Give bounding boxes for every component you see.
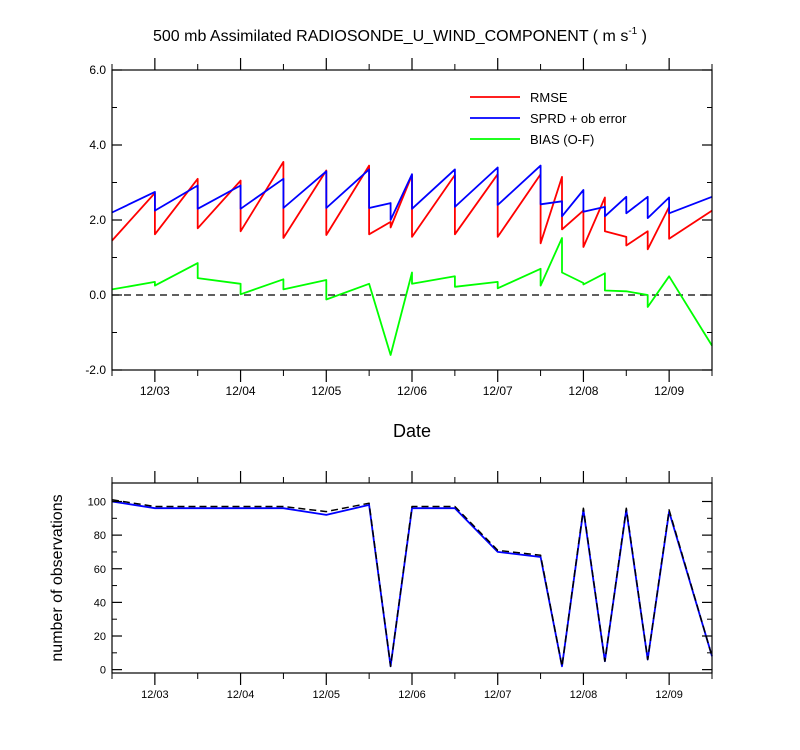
series-line-observations-used <box>111 500 713 668</box>
top-plot-frame <box>111 69 713 371</box>
bottom-series-group <box>111 499 713 668</box>
x-tick-label: 12/06 <box>398 689 426 701</box>
y-tick-label: 6.0 <box>89 63 106 77</box>
x-tick-label: 12/09 <box>654 384 684 398</box>
legend-label: SPRD + ob error <box>530 111 627 126</box>
x-tick-label: 12/06 <box>397 384 427 398</box>
y-tick-label: 60 <box>94 564 106 576</box>
legend-label: RMSE <box>530 90 568 105</box>
x-tick-label: 12/03 <box>140 384 170 398</box>
bottom-plot-frame <box>111 482 713 674</box>
y-tick-label: 2.0 <box>89 213 106 227</box>
bottom-plot-panel: 0 20 40 60 80 100 12/03 12/04 12/05 12/06 12/07 12/… <box>88 471 713 701</box>
x-tick-label: 12/08 <box>568 384 598 398</box>
x-tick-label: 12/07 <box>484 689 512 701</box>
chart-legend: RMSE SPRD + ob error BIAS (O-F) <box>470 90 627 147</box>
x-tick-label: 12/03 <box>141 689 169 701</box>
bottom-axis-ticks: 0 20 40 60 80 100 12/03 12/04 12/05 12/06 12/07 12/… <box>88 471 713 701</box>
x-tick-label: 12/08 <box>570 689 598 701</box>
chart-title: 500 mb Assimilated RADIOSONDE_U_WIND_COM… <box>153 26 647 45</box>
series-line-observations-total <box>111 499 713 668</box>
x-tick-label: 12/04 <box>226 384 256 398</box>
y-tick-label: 20 <box>94 631 106 643</box>
series-line-bias-o-f <box>111 237 713 356</box>
x-tick-label: 12/07 <box>483 384 513 398</box>
x-tick-label: 12/09 <box>655 689 683 701</box>
x-tick-label: 12/04 <box>227 689 255 701</box>
y-tick-label: 100 <box>88 496 106 508</box>
series-line-sprd-ob-error <box>111 164 713 221</box>
top-plot-panel: -2.0 0.0 2.0 4.0 6.0 12/03 12/04 12/05 12/06 12/0… <box>85 58 713 398</box>
x-tick-label: 12/05 <box>313 689 341 701</box>
x-axis-label: Date <box>393 421 431 441</box>
y-tick-label: 0.0 <box>89 288 106 302</box>
top-series-group <box>111 160 713 356</box>
y-tick-label: 80 <box>94 530 106 542</box>
legend-label: BIAS (O-F) <box>530 132 594 147</box>
y-axis-label-observations: number of observations <box>49 494 66 661</box>
y-tick-label: 4.0 <box>89 138 106 152</box>
x-tick-label: 12/05 <box>311 384 341 398</box>
y-tick-label: 40 <box>94 597 106 609</box>
top-axis-ticks: -2.0 0.0 2.0 4.0 6.0 12/03 12/04 12/05 12/06 12/0… <box>85 58 713 398</box>
y-tick-label: -2.0 <box>85 363 106 377</box>
y-tick-label: 0 <box>100 665 106 677</box>
